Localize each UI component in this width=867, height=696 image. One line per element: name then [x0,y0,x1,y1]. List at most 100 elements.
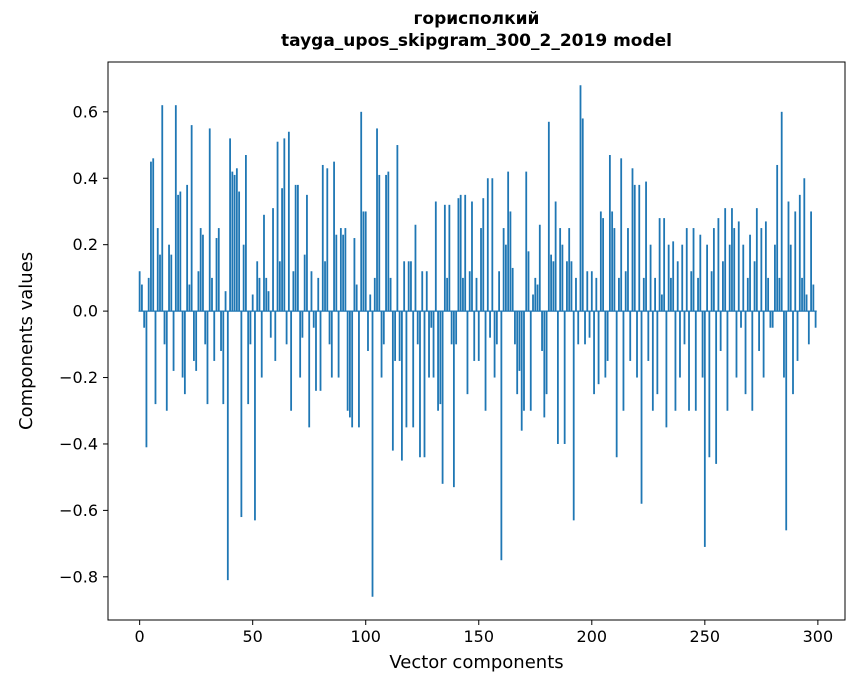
bar [803,178,806,312]
bar [629,311,632,361]
bar [260,311,263,378]
bar [405,311,408,428]
bar [690,271,693,312]
bar [355,284,358,312]
bar [407,261,410,312]
bar [258,277,261,312]
bar [651,311,654,411]
x-tick-label: 250 [690,627,721,646]
bar [208,128,211,312]
y-tick-label: 0.4 [73,169,98,188]
bar [391,311,394,451]
bar [543,311,546,418]
bar [498,271,501,312]
bar [138,271,141,312]
bar [319,311,322,391]
bar [789,244,792,312]
bar [161,105,164,312]
bar [527,251,530,312]
bar [586,271,589,312]
bar [328,311,331,345]
chart-title-block: горисполкий tayga_upos_skipgram_300_2_20… [108,8,845,52]
x-tick-label: 150 [463,627,494,646]
bar [278,261,281,312]
bar [425,271,428,312]
bar [349,311,351,418]
bar [801,277,803,312]
bar [767,277,770,312]
bar [624,271,627,312]
bar [654,277,656,312]
bar [676,261,679,312]
bar [206,311,209,405]
bar [593,311,595,395]
bar [238,191,241,312]
bar [321,164,324,312]
bar [310,271,313,312]
bar [796,311,799,361]
bar [455,311,458,345]
bar [529,311,532,411]
bar [220,311,222,351]
bar [452,311,455,488]
bar [421,271,424,312]
bar [577,311,580,345]
bar [663,218,666,312]
bar [563,311,566,444]
bar [285,311,288,345]
bar [330,311,333,378]
bar [509,211,512,312]
bar [692,228,695,312]
bar [459,194,462,312]
bar [193,311,195,361]
bar [269,311,272,338]
bar [511,267,514,312]
bar [735,311,738,378]
bar [584,311,586,345]
bar [633,184,636,312]
bar [471,201,473,312]
bar [256,261,259,312]
bar [446,277,449,312]
bar [432,311,435,378]
bar [554,201,557,312]
bar [147,277,150,312]
bar [588,311,591,338]
bar [545,311,548,395]
bar [326,168,329,312]
bar [516,311,519,395]
bar [419,311,421,458]
y-tick-label: 0.0 [73,302,98,321]
bar [333,161,335,312]
bar [604,311,607,378]
x-axis-label: Vector components [389,652,564,673]
bar [473,311,476,361]
bar [814,311,817,328]
bar [403,261,406,312]
bar [502,228,505,312]
bar [428,311,430,378]
bar [681,244,684,312]
bar [414,224,417,312]
bar [346,311,349,411]
bar [518,311,521,371]
bar [640,311,643,504]
bar [141,284,143,312]
bar [618,277,620,312]
bar [658,218,661,312]
bar [410,261,412,312]
bar [401,311,403,461]
bar [599,211,602,312]
bar [434,201,437,312]
bar [792,311,794,395]
bar [722,261,724,312]
bar [152,158,155,312]
bar [595,277,598,312]
y-tick-label: 0.2 [73,235,98,254]
bar [484,311,487,411]
y-tick-label: 0.6 [73,102,98,121]
bar [647,311,650,361]
bar [559,228,562,312]
bar [358,311,360,428]
bar [183,311,186,395]
